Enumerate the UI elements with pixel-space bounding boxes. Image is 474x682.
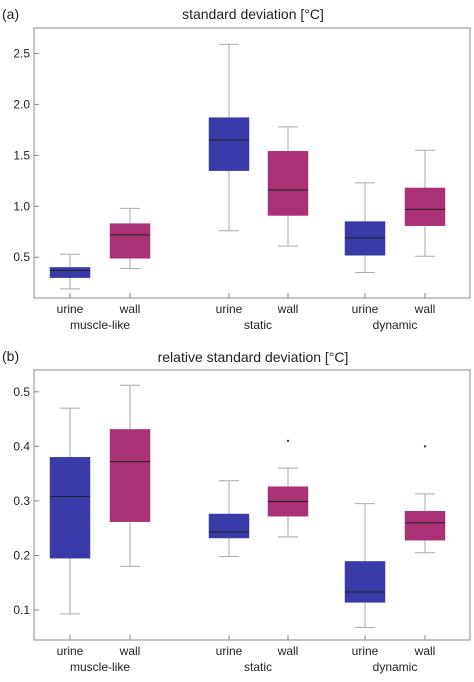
panel-b-frame bbox=[33, 369, 471, 641]
panel-b-title: relative standard deviation [°C] bbox=[158, 349, 349, 365]
y-tick-label: 2.0 bbox=[13, 97, 30, 111]
category-label: wall bbox=[119, 644, 141, 658]
group-label: dynamic bbox=[373, 660, 418, 674]
panel-a-marks: 0.5 1.0 1.5 2.0 2.5 urine wall urine wall urine wa… bbox=[13, 43, 446, 332]
box-wall bbox=[404, 187, 446, 226]
outlier-point bbox=[423, 445, 427, 448]
category-label: wall bbox=[414, 302, 436, 316]
box-urine bbox=[49, 267, 91, 278]
box-wall bbox=[109, 223, 151, 259]
y-tick-label: 0.4 bbox=[13, 439, 30, 453]
category-label: wall bbox=[119, 302, 141, 316]
y-tick-label: 2.5 bbox=[13, 46, 30, 60]
category-label: urine bbox=[57, 302, 84, 316]
panel-b-label: (b) bbox=[2, 348, 19, 364]
y-tick-label: 1.5 bbox=[13, 148, 30, 162]
box-urine bbox=[208, 513, 250, 539]
category-label: urine bbox=[352, 302, 379, 316]
y-tick-label: 0.1 bbox=[13, 603, 30, 617]
box-urine bbox=[208, 117, 250, 171]
box-wall bbox=[109, 429, 151, 522]
panel-a: (a) standard deviation [°C] 0.5 1.0 1.5 2.0… bbox=[2, 6, 471, 332]
box-urine bbox=[344, 221, 386, 256]
group-label: static bbox=[244, 318, 272, 332]
category-label: urine bbox=[216, 302, 243, 316]
y-tick-label: 0.5 bbox=[13, 250, 30, 264]
group-label: dynamic bbox=[373, 318, 418, 332]
category-label: wall bbox=[277, 302, 299, 316]
y-tick-label: 0.5 bbox=[13, 385, 30, 399]
panel-b: (b) relative standard deviation [°C] 0.1… bbox=[2, 348, 471, 674]
box-urine bbox=[49, 457, 91, 559]
box-urine bbox=[344, 561, 386, 603]
outlier-point bbox=[286, 439, 290, 443]
panel-a-title: standard deviation [°C] bbox=[182, 6, 324, 22]
panel-a-label: (a) bbox=[2, 6, 19, 22]
category-label: wall bbox=[414, 644, 436, 658]
box-wall bbox=[267, 151, 309, 216]
group-label: muscle-like bbox=[70, 318, 130, 332]
panel-a-frame bbox=[33, 27, 471, 299]
category-label: urine bbox=[57, 644, 84, 658]
category-label: wall bbox=[277, 644, 299, 658]
panel-b-marks: 0.1 0.2 0.3 0.4 0.5 urine wall urine wall urine wa… bbox=[13, 384, 446, 674]
y-tick-label: 1.0 bbox=[13, 199, 30, 213]
category-label: urine bbox=[216, 644, 243, 658]
group-label: muscle-like bbox=[70, 660, 130, 674]
category-label: urine bbox=[352, 644, 379, 658]
y-tick-label: 0.2 bbox=[13, 548, 30, 562]
y-tick-label: 0.3 bbox=[13, 494, 30, 508]
group-label: static bbox=[244, 660, 272, 674]
box-wall bbox=[404, 511, 446, 541]
